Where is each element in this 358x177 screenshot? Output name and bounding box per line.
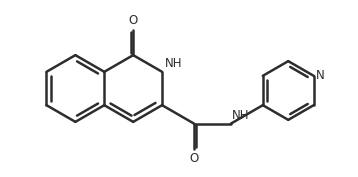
Text: NH: NH <box>232 109 249 122</box>
Text: N: N <box>315 69 324 82</box>
Text: NH: NH <box>165 57 182 70</box>
Text: O: O <box>129 14 138 27</box>
Text: O: O <box>189 152 199 165</box>
